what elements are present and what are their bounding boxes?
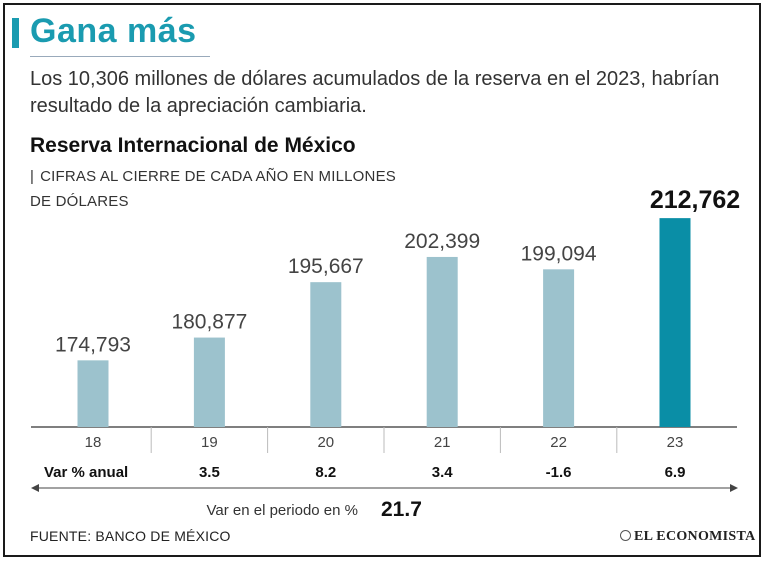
x-tick-label-19: 19	[201, 434, 218, 451]
period-arrow-left-head	[31, 484, 39, 492]
bar-21	[426, 256, 458, 427]
subtitle-separator: |	[30, 168, 35, 185]
bar-20	[310, 282, 342, 427]
x-tick-label-23: 23	[667, 434, 684, 451]
brand-logo-icon	[620, 530, 631, 541]
subheadline: Los 10,306 millones de dólares acumulado…	[30, 68, 720, 117]
period-label: Var en el periodo en %	[207, 502, 359, 519]
brand-logo: EL ECONOMISTA	[620, 529, 756, 545]
headline-rule	[30, 56, 210, 57]
value-label-21: 202,399	[404, 230, 480, 253]
value-label-23: 212,762	[650, 186, 740, 214]
value-label-20: 195,667	[288, 255, 364, 278]
value-label-18: 174,793	[55, 333, 131, 356]
bar-18	[77, 360, 109, 427]
source-note: FUENTE: BANCO DE MÉXICO	[30, 528, 231, 544]
value-label-22: 199,094	[521, 242, 597, 265]
bar-19	[193, 337, 225, 427]
var-value-23: 6.9	[665, 464, 686, 481]
period-arrow-right-head	[730, 484, 738, 492]
brand-name: EL ECONOMISTA	[634, 529, 756, 544]
var-row-label: Var % anual	[44, 464, 128, 481]
var-value-21: 3.4	[432, 464, 454, 481]
value-label-19: 180,877	[171, 311, 247, 334]
period-value: 21.7	[381, 498, 422, 521]
var-value-20: 8.2	[315, 464, 336, 481]
x-tick-label-20: 20	[317, 434, 334, 451]
x-tick-label-22: 22	[550, 434, 567, 451]
chart-subtitle: | CIFRAS AL CIERRE DE CADA AÑO EN MILLONE…	[30, 164, 410, 214]
chart-title: Reserva Internacional de México	[30, 134, 356, 157]
infographic-frame	[3, 3, 761, 557]
var-value-19: 3.5	[199, 464, 220, 481]
bar-23	[659, 218, 691, 427]
headline: Gana más	[30, 12, 197, 50]
title-accent-bar	[12, 18, 19, 48]
x-tick-label-18: 18	[85, 434, 102, 451]
var-value-22: -1.6	[546, 464, 572, 481]
bar-22	[543, 269, 575, 427]
chart-subtitle-text: CIFRAS AL CIERRE DE CADA AÑO EN MILLONES…	[30, 168, 396, 210]
x-tick-label-21: 21	[434, 434, 451, 451]
